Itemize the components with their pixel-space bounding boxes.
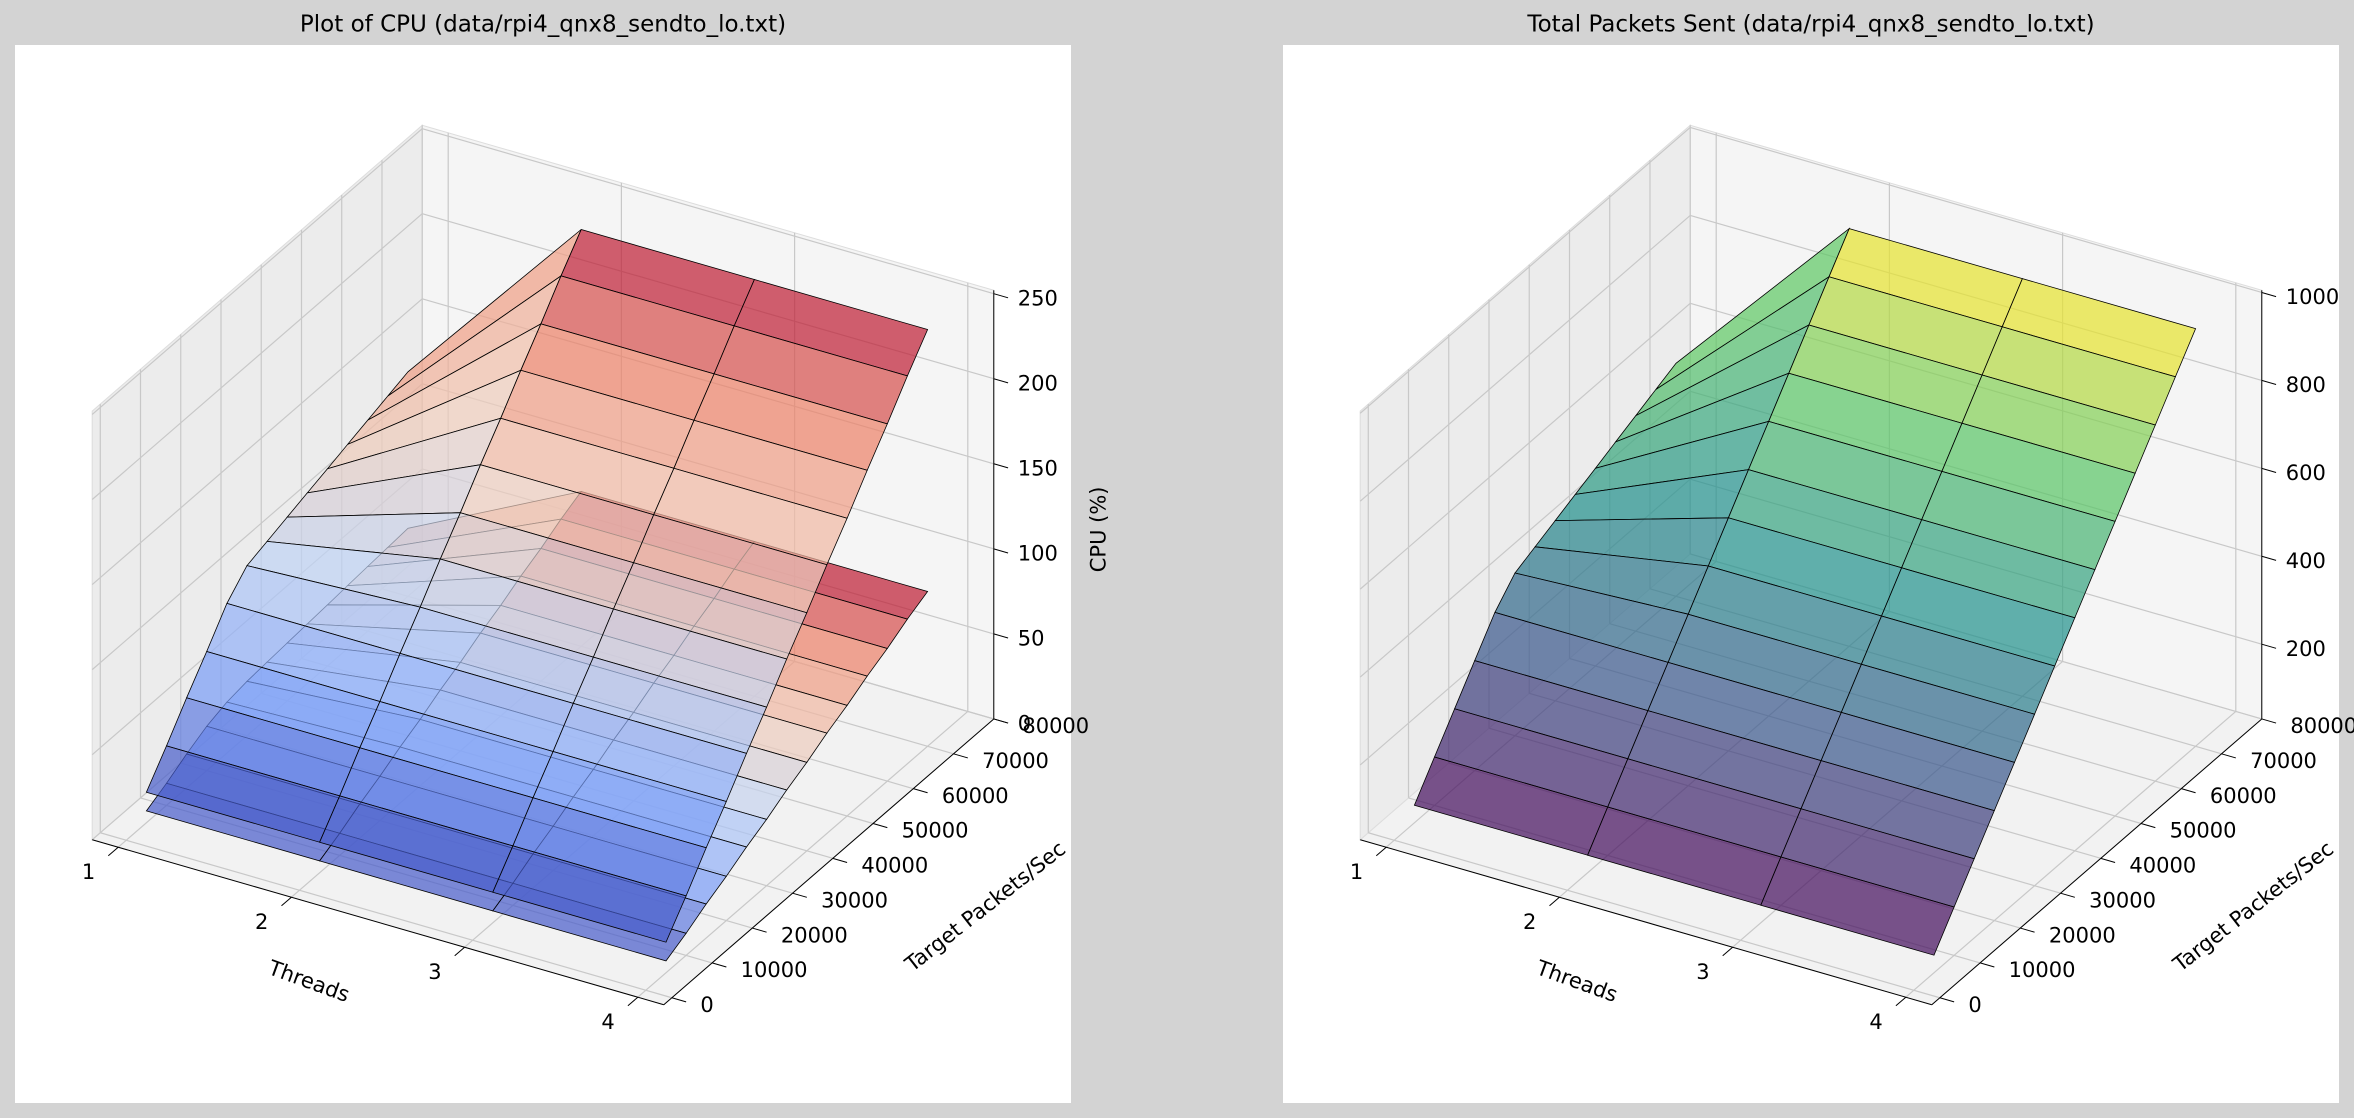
surface-cell bbox=[492, 845, 687, 943]
tick-mark bbox=[993, 548, 1009, 554]
tick-mark bbox=[711, 962, 727, 968]
x-tick-label: 2 bbox=[1523, 910, 1536, 934]
y-tick-label: 0 bbox=[700, 993, 713, 1017]
z-tick-label: 0 bbox=[1018, 712, 1031, 736]
tick-mark bbox=[913, 788, 928, 794]
tick-mark bbox=[107, 846, 119, 857]
y-tick-label: 70000 bbox=[2250, 749, 2317, 773]
y-tick-label: 30000 bbox=[821, 888, 888, 912]
grid-line bbox=[1368, 832, 1940, 999]
grid-line bbox=[1359, 302, 1691, 590]
y-tick-label: 50000 bbox=[902, 819, 969, 843]
z-axis-label: CPU (%) bbox=[1087, 487, 1111, 573]
axis-line bbox=[1360, 839, 1932, 1006]
x-tick-label: 4 bbox=[601, 1010, 614, 1034]
z-tick-label: 100 bbox=[1018, 542, 1058, 566]
tick-mark bbox=[792, 892, 807, 898]
tick-mark bbox=[2261, 379, 2277, 386]
tick-mark bbox=[2020, 927, 2035, 933]
y-tick-label: 40000 bbox=[861, 854, 928, 878]
tick-mark bbox=[2181, 788, 2196, 794]
z-tick-label: 200 bbox=[2286, 637, 2326, 661]
tick-mark bbox=[1979, 962, 1995, 968]
z-tick-label: 800 bbox=[2286, 373, 2326, 397]
y-tick-label: 10000 bbox=[2009, 958, 2076, 982]
z-tick-label: 200 bbox=[1018, 372, 1058, 396]
y-tick-label: 80000 bbox=[1022, 714, 1089, 738]
x-tick-label: 1 bbox=[1350, 860, 1363, 884]
tick-mark bbox=[832, 857, 848, 863]
tick-mark bbox=[953, 753, 968, 759]
y-tick-label: 80000 bbox=[2290, 714, 2354, 738]
tick-mark bbox=[281, 896, 292, 907]
x-tick-label: 1 bbox=[82, 860, 95, 884]
grid-line bbox=[91, 213, 423, 500]
tick-mark bbox=[1375, 846, 1387, 857]
tick-mark bbox=[1722, 946, 1733, 957]
y-tick-label: 0 bbox=[1968, 993, 1981, 1017]
tick-mark bbox=[2261, 555, 2277, 561]
tick-mark bbox=[2060, 892, 2075, 898]
grid-line bbox=[91, 298, 423, 586]
tick-mark bbox=[1939, 997, 1955, 1003]
tick-mark bbox=[627, 996, 639, 1007]
grid-line bbox=[1905, 710, 2237, 998]
x-tick-label: 3 bbox=[428, 960, 441, 984]
tick-mark bbox=[2221, 753, 2236, 759]
tick-mark bbox=[1895, 996, 1907, 1007]
surface-cell bbox=[1760, 856, 1955, 956]
tick-mark bbox=[2100, 857, 2116, 863]
tick-mark bbox=[454, 946, 465, 957]
tick-mark bbox=[2140, 823, 2156, 829]
x-tick-label: 4 bbox=[1869, 1010, 1882, 1034]
z-tick-label: 150 bbox=[1018, 457, 1058, 481]
tick-mark bbox=[993, 378, 1009, 384]
y-tick-label: 70000 bbox=[982, 749, 1049, 773]
chart-title: Plot of CPU (data/rpi4_qnx8_sendto_lo.tx… bbox=[300, 12, 786, 38]
tick-mark bbox=[872, 823, 888, 829]
x-tick-label: 2 bbox=[255, 910, 268, 934]
y-tick-label: 50000 bbox=[2170, 819, 2237, 843]
grid-line bbox=[91, 128, 423, 415]
y-tick-label: 40000 bbox=[2129, 854, 2196, 878]
grid-line bbox=[422, 128, 994, 295]
x-tick-label: 3 bbox=[1696, 960, 1709, 984]
z-tick-label: 250 bbox=[1018, 286, 1058, 310]
grid-line bbox=[1359, 127, 1691, 414]
y-tick-label: 30000 bbox=[2089, 888, 2156, 912]
z-tick-label: 1000 bbox=[2286, 285, 2339, 309]
axis-line bbox=[92, 839, 664, 1006]
chart-title: Total Packets Sent (data/rpi4_qnx8_sendt… bbox=[1526, 12, 2094, 38]
y-tick-label: 20000 bbox=[2049, 923, 2116, 947]
tick-mark bbox=[993, 293, 1009, 299]
y-tick-label: 20000 bbox=[781, 923, 848, 947]
y-tick-label: 60000 bbox=[2210, 784, 2277, 808]
grid-line bbox=[637, 710, 969, 998]
grid-line bbox=[1359, 214, 1691, 502]
tick-mark bbox=[2261, 718, 2277, 724]
axis-line bbox=[663, 718, 995, 1006]
z-tick-label: 50 bbox=[1018, 627, 1045, 651]
tick-mark bbox=[993, 463, 1009, 469]
axis-line bbox=[1931, 718, 2263, 1006]
y-tick-label: 60000 bbox=[942, 784, 1009, 808]
tick-mark bbox=[1549, 896, 1560, 907]
y-tick-label: 10000 bbox=[741, 958, 808, 982]
tick-mark bbox=[993, 633, 1009, 639]
grid-line bbox=[100, 832, 672, 999]
tick-mark bbox=[2261, 467, 2277, 473]
z-tick-label: 400 bbox=[2286, 549, 2326, 573]
tick-mark bbox=[671, 997, 687, 1003]
tick-mark bbox=[2261, 643, 2277, 649]
tick-mark bbox=[752, 927, 767, 933]
tick-mark bbox=[993, 718, 1009, 724]
grid-line bbox=[1690, 126, 2262, 294]
tick-mark bbox=[2261, 291, 2277, 298]
z-tick-label: 600 bbox=[2286, 461, 2326, 485]
